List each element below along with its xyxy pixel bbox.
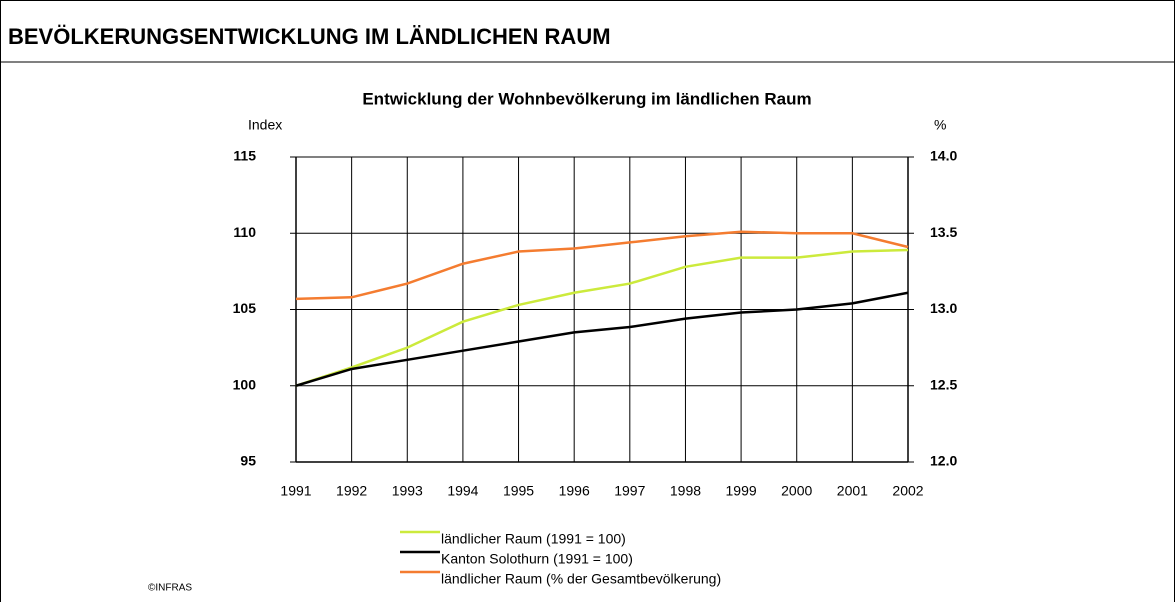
y2-tick-label: 13.5	[930, 224, 957, 240]
y-tick-label: 95	[240, 453, 256, 469]
y2-axis-label: %	[934, 117, 946, 133]
x-tick-label: 1991	[280, 483, 311, 499]
legend-label: ländlicher Raum (% der Gesamtbevölkerung…	[441, 571, 721, 587]
series-line	[295, 248, 909, 387]
chart-title: Entwicklung der Wohnbevölkerung im ländl…	[362, 89, 811, 108]
x-tick-label: 1994	[447, 483, 478, 499]
x-tick-label: 1993	[392, 483, 423, 499]
x-tick-label: 2000	[781, 483, 812, 499]
y-axis-label: Index	[248, 117, 282, 133]
x-tick-label: 1999	[726, 483, 757, 499]
x-tick-label: 2001	[837, 483, 868, 499]
x-tick-label: 1998	[670, 483, 701, 499]
y2-tick-label: 12.0	[930, 453, 957, 469]
x-tick-label: 2002	[892, 483, 923, 499]
page-title: BEVÖLKERUNGSENTWICKLUNG IM LÄNDLICHEN RA…	[8, 24, 611, 49]
y-tick-label: 115	[233, 148, 256, 164]
legend-label: Kanton Solothurn (1991 = 100)	[441, 551, 633, 567]
y-tick-label: 110	[233, 224, 256, 240]
y2-tick-label: 12.5	[930, 376, 957, 392]
x-tick-label: 1995	[503, 483, 534, 499]
y-tick-label: 105	[233, 300, 257, 316]
series-line	[295, 230, 909, 301]
x-tick-label: 1996	[559, 483, 590, 499]
y2-tick-label: 13.0	[930, 300, 957, 316]
x-tick-label: 1997	[614, 483, 645, 499]
x-tick-label: 1992	[336, 483, 367, 499]
y-tick-label: 100	[233, 376, 257, 392]
credit: ©INFRAS	[148, 583, 192, 594]
legend-label: ländlicher Raum (1991 = 100)	[441, 531, 626, 547]
y2-tick-label: 14.0	[930, 148, 957, 164]
series-line	[295, 291, 909, 387]
